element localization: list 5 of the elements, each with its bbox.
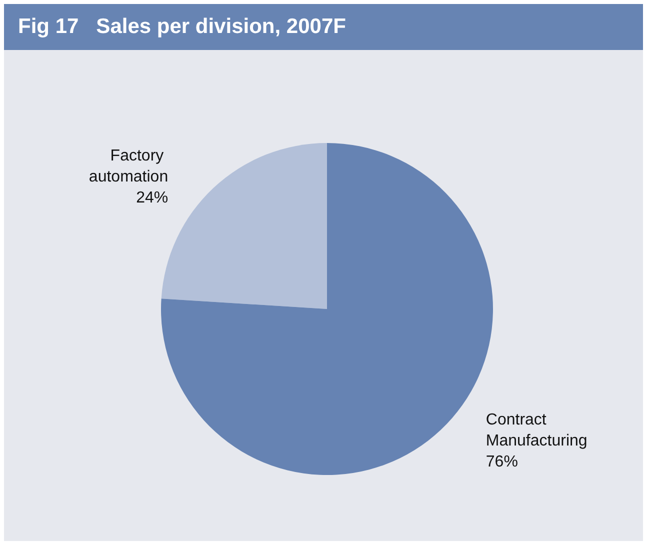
data-label: 76% <box>486 453 518 470</box>
slice-label: Factory automation <box>88 148 168 186</box>
slice-label: Contract Manufacturing <box>486 411 588 450</box>
chart-title: Fig 17 Sales per division, 2007F <box>4 4 643 50</box>
data-label: 24% <box>136 190 168 207</box>
